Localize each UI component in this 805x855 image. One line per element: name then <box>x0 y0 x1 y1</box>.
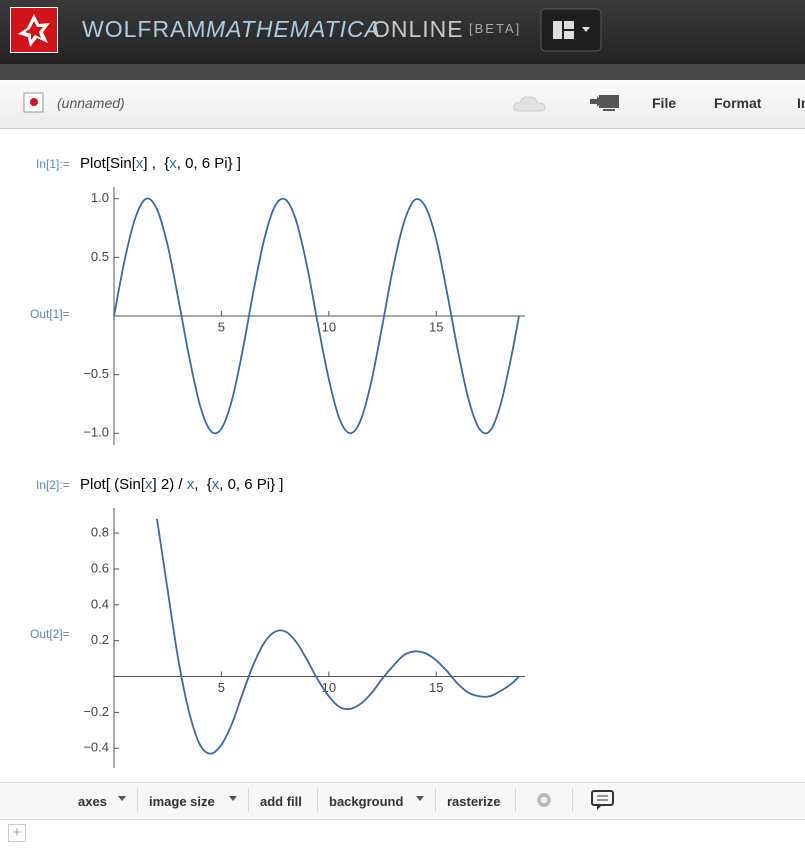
add-cell[interactable]: + <box>8 824 26 842</box>
code: , { <box>194 476 212 493</box>
plot-curve <box>113 197 520 435</box>
y-tick-label: 0.4 <box>91 596 109 611</box>
code-var: x <box>145 476 153 493</box>
plot-curve <box>156 518 520 755</box>
x-tick-label: 5 <box>218 319 225 334</box>
separator <box>515 788 516 812</box>
y-tick-label: −0.5 <box>83 366 109 381</box>
menu-item[interactable]: In <box>797 95 805 111</box>
logo[interactable] <box>10 7 58 53</box>
present-icon[interactable] <box>589 93 621 113</box>
y-tick-label: −0.4 <box>83 740 109 755</box>
y-tick-label: 0.6 <box>91 560 109 575</box>
brand: WOLFRAM <box>82 16 207 42</box>
input[interactable]: Plot[ (Sin[x] 2) / x, {x, 0, 6 Pi} ] <box>80 476 283 493</box>
x-tick-label: 10 <box>322 680 336 695</box>
graphics-option[interactable]: add fill <box>260 794 302 809</box>
separator <box>137 788 138 812</box>
graphics-option[interactable]: background <box>329 794 404 809</box>
notebook-icon[interactable] <box>23 92 45 114</box>
notebook-toolbar <box>0 80 805 129</box>
product: MATHEMATICA <box>206 16 381 42</box>
y-tick-label: −0.2 <box>83 704 109 719</box>
edition: ONLINE <box>372 16 464 42</box>
code-var: x <box>169 155 177 172</box>
y-tick-label: −1.0 <box>83 425 109 440</box>
x-tick-label: 10 <box>322 319 336 334</box>
x-tick-label: 5 <box>218 680 225 695</box>
separator <box>317 788 318 812</box>
layout-button[interactable] <box>540 8 602 52</box>
x-tick-label: 15 <box>429 319 443 334</box>
code: Plot[Sin[ <box>80 155 136 172</box>
code: ] 2) / <box>152 476 187 493</box>
code-var: x <box>135 155 144 172</box>
code: , 0, 6 Pi} ] <box>176 155 241 172</box>
graphics-toolbar <box>0 782 805 820</box>
separator <box>572 788 573 812</box>
code: ] , { <box>143 155 170 172</box>
menu-item[interactable]: Format <box>714 95 762 111</box>
graphics-option[interactable]: image size <box>149 794 215 809</box>
beta-badge: [BETA] <box>469 21 522 36</box>
y-tick-label: 0.2 <box>91 632 109 647</box>
plots: 5 10 15 −1.0 −0.5 0.5 1.0 5 10 15 −0.4 −0.2 0.2 0.4 0.… <box>83 187 525 768</box>
in-label: In[2]:= <box>36 478 70 492</box>
x-tick-label: 15 <box>429 680 443 695</box>
separator <box>435 788 436 812</box>
y-tick-label: 0.5 <box>91 249 109 264</box>
cloud-icon[interactable] <box>512 92 548 114</box>
code-var: x <box>211 476 220 493</box>
input[interactable]: Plot[Sin[x] , {x, 0, 6 Pi} ] <box>80 155 241 172</box>
out-label: Out[1]= <box>30 307 70 321</box>
graphics-option[interactable]: axes <box>78 794 107 809</box>
header-stripe <box>0 64 805 80</box>
code-var: x <box>186 476 195 493</box>
y-tick-label: 0.8 <box>91 525 109 540</box>
graphics-option[interactable]: rasterize <box>447 794 501 809</box>
menu-item[interactable]: File <box>652 95 677 111</box>
y-tick-label: 1.0 <box>91 190 109 205</box>
notebook-name[interactable]: (unnamed) <box>57 95 125 111</box>
code: Plot[ (Sin[ <box>80 476 146 493</box>
graphics-toolbar-icons <box>118 790 614 810</box>
code: , 0, 6 Pi} ] <box>219 476 284 493</box>
separator <box>248 788 249 812</box>
out-label: Out[2]= <box>30 627 70 641</box>
in-label: In[1]:= <box>36 157 70 171</box>
app-header <box>0 0 805 64</box>
